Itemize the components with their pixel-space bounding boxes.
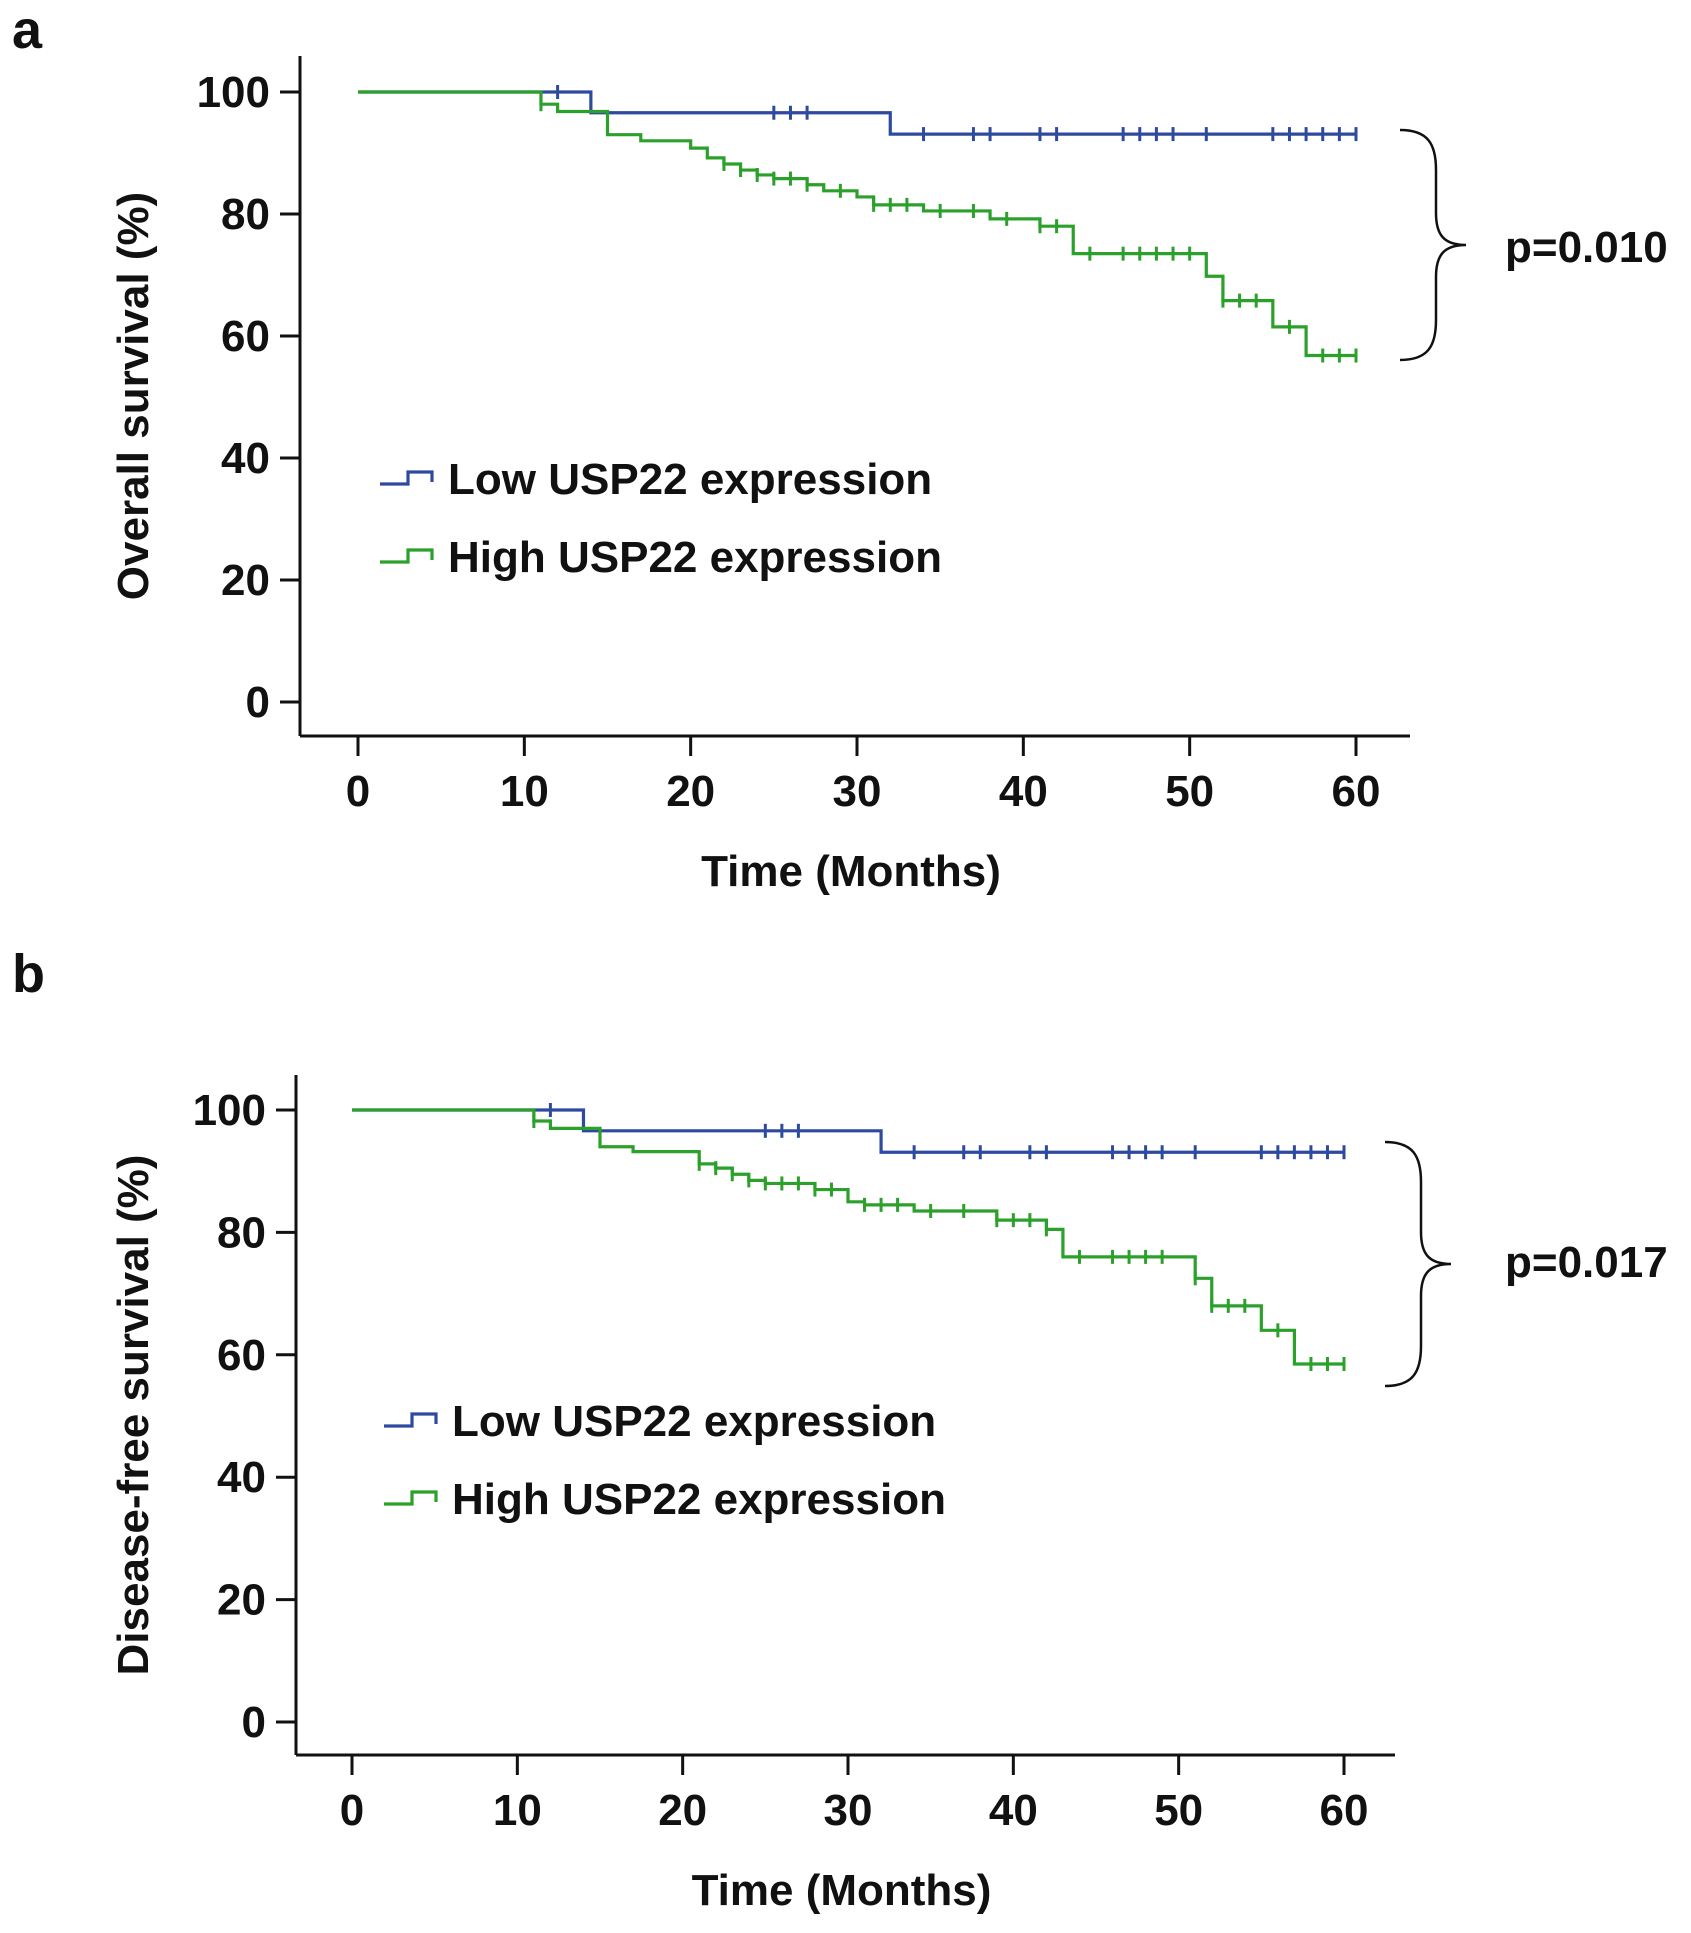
legend-label: High USP22 expression (452, 1475, 946, 1524)
x-tick-label: 60 (1320, 1786, 1369, 1835)
y-tick-label: 100 (197, 68, 270, 117)
y-tick-label: 40 (217, 1453, 266, 1502)
y-tick-label: 0 (246, 678, 270, 727)
x-tick-label: 30 (824, 1786, 873, 1835)
survival-curve-high (358, 90, 1356, 358)
y-tick-label: 80 (221, 190, 270, 239)
bracket-brace (1384, 1140, 1452, 1388)
y-tick-label: 80 (217, 1208, 266, 1257)
legend-label: High USP22 expression (448, 533, 942, 582)
legend-swatch-low (380, 470, 434, 486)
y-tick-label: 100 (193, 1086, 266, 1135)
panel-label: a (12, 0, 43, 60)
y-tick-label: 60 (221, 312, 270, 361)
x-tick-label: 60 (1332, 767, 1381, 816)
y-tick-label: 40 (221, 434, 270, 483)
x-tick-label: 20 (666, 767, 715, 816)
p-value-label: p=0.010 (1505, 223, 1668, 272)
x-axis-title: Time (Months) (701, 847, 1001, 896)
x-tick-label: 0 (346, 767, 370, 816)
x-tick-label: 0 (340, 1786, 364, 1835)
chart-panel-b: b 0 20 40 60 80 100 0 10 20 30 40 50 60 Time (Months) D… (12, 944, 1668, 1915)
x-tick-label: 40 (989, 1786, 1038, 1835)
x-axis-title: Time (Months) (692, 1866, 992, 1915)
x-tick-label: 10 (500, 767, 549, 816)
y-tick-label: 20 (221, 556, 270, 605)
p-value-label: p=0.017 (1505, 1238, 1668, 1287)
x-tick-label: 40 (999, 767, 1048, 816)
x-tick-label: 50 (1165, 767, 1214, 816)
x-tick-label: 30 (833, 767, 882, 816)
chart-panel-a: a 0 20 40 60 80 100 0 10 20 30 40 50 60 Time (Months) O… (12, 0, 1668, 896)
legend-swatch-high (384, 1490, 438, 1506)
y-tick-label: 0 (242, 1698, 266, 1747)
legend-swatch-high (380, 548, 434, 564)
bracket-brace (1399, 128, 1467, 362)
x-tick-label: 50 (1154, 1786, 1203, 1835)
x-tick-label: 10 (493, 1786, 542, 1835)
survival-curve-low (352, 1108, 1344, 1154)
y-tick-label: 60 (217, 1331, 266, 1380)
legend-label: Low USP22 expression (452, 1397, 936, 1446)
y-axis-title: Overall survival (%) (109, 192, 158, 600)
panel-label: b (12, 944, 45, 1004)
x-tick-label: 20 (658, 1786, 707, 1835)
survival-curve-low (358, 90, 1356, 136)
legend-swatch-low (384, 1412, 438, 1428)
y-tick-label: 20 (217, 1576, 266, 1625)
y-axis-title: Disease-free survival (%) (109, 1155, 158, 1676)
legend-label: Low USP22 expression (448, 455, 932, 504)
